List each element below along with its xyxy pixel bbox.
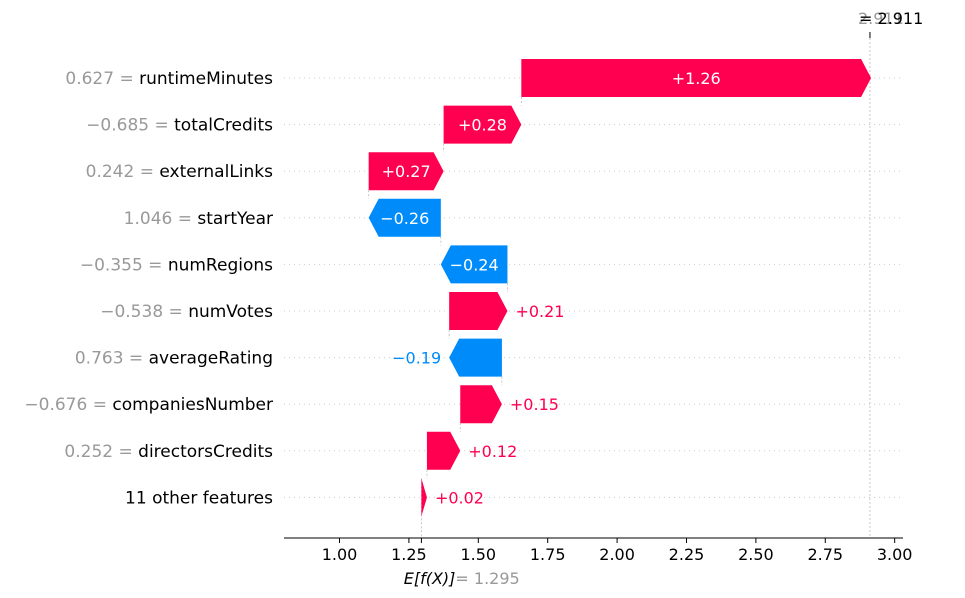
bar-positive bbox=[421, 478, 427, 517]
bar-value-label: −0.26 bbox=[380, 209, 429, 228]
feature-label: −0.676 = companiesNumber bbox=[24, 395, 273, 415]
bar-value-label: +0.28 bbox=[458, 116, 507, 135]
bar-positive bbox=[443, 105, 522, 144]
bar-value-label: +1.26 bbox=[672, 69, 721, 88]
feature-name: numRegions bbox=[168, 255, 273, 275]
x-tick-label: 1.75 bbox=[530, 545, 566, 564]
x-tick-label: 1.25 bbox=[391, 545, 427, 564]
bar-positive bbox=[460, 385, 502, 424]
bar-positive bbox=[368, 152, 444, 191]
contribution-bars: +1.26 +0.28 +0.27 −0.26 −0.24 +0.21 −0.19 +0.15… bbox=[368, 59, 872, 517]
bar-value-label: +0.15 bbox=[510, 395, 559, 414]
bar-value-label: −0.19 bbox=[392, 349, 441, 368]
feature-name: directorsCredits bbox=[138, 442, 273, 462]
feature-name: 11 other features bbox=[125, 488, 273, 508]
bar-positive bbox=[426, 431, 461, 470]
feature-name: totalCredits bbox=[174, 116, 273, 136]
feature-label: 0.242 = externalLinks bbox=[86, 162, 273, 182]
feature-labels: 0.627 = runtimeMinutes −0.685 = totalCred… bbox=[24, 69, 273, 508]
row-gridlines bbox=[284, 77, 903, 498]
feature-value: −0.538 = bbox=[100, 302, 188, 322]
x-tick-label: 2.75 bbox=[807, 545, 843, 564]
bar-value-label: +0.21 bbox=[515, 302, 564, 321]
feature-label: −0.538 = numVotes bbox=[100, 302, 273, 322]
final-value-text: 2.911 bbox=[858, 9, 904, 28]
x-tick-label: 2.25 bbox=[669, 545, 705, 564]
feature-name: externalLinks bbox=[159, 162, 273, 182]
feature-value: 0.627 = bbox=[65, 69, 139, 89]
feature-label: 0.252 = directorsCredits bbox=[64, 442, 273, 462]
feature-name: averageRating bbox=[149, 349, 273, 369]
feature-name: runtimeMinutes bbox=[139, 69, 273, 89]
x-tick-label: 1.00 bbox=[322, 545, 358, 564]
bar-value-label: +0.12 bbox=[468, 442, 517, 461]
feature-value: 1.046 = bbox=[124, 209, 198, 229]
feature-label: −0.685 = totalCredits bbox=[86, 116, 273, 136]
feature-value: 0.252 = bbox=[64, 442, 138, 462]
feature-label: 1.046 = startYear bbox=[124, 209, 273, 229]
bar-value-label: +0.27 bbox=[382, 162, 431, 181]
feature-label: 0.627 = runtimeMinutes bbox=[65, 69, 273, 89]
bar-positive bbox=[449, 292, 508, 330]
feature-value: 0.242 = bbox=[86, 162, 160, 182]
bar-connectors bbox=[368, 97, 522, 479]
feature-value: 0.763 = bbox=[75, 349, 149, 369]
feature-name: startYear bbox=[197, 209, 273, 229]
feature-label: −0.355 = numRegions bbox=[80, 255, 273, 275]
bar-negative bbox=[368, 198, 441, 237]
base-value-text: = 1.295 bbox=[455, 569, 519, 588]
bar-negative bbox=[449, 338, 502, 377]
x-tick-label: 2.50 bbox=[738, 545, 774, 564]
base-value-label: E[f(X)] bbox=[404, 569, 456, 588]
x-tick-label: 1.50 bbox=[460, 545, 496, 564]
feature-value: −0.355 = bbox=[80, 255, 168, 275]
bar-positive bbox=[521, 59, 872, 97]
bar-value-label: +0.02 bbox=[435, 488, 484, 507]
feature-value: −0.685 = bbox=[86, 116, 174, 136]
x-axis: 1.00 1.25 1.50 1.75 2.00 2.25 2.50 2.75 3.00 E[f(… bbox=[284, 537, 913, 588]
feature-value: −0.676 = bbox=[24, 395, 112, 415]
bar-value-label: −0.24 bbox=[450, 255, 499, 274]
final-value-annotation: 2.911= 2.911 bbox=[858, 9, 923, 38]
feature-label: 0.763 = averageRating bbox=[75, 349, 273, 369]
feature-name: numVotes bbox=[188, 302, 273, 322]
bar-negative bbox=[440, 245, 508, 284]
final-value-label: = 2.911 bbox=[859, 9, 923, 28]
feature-name: companiesNumber bbox=[112, 395, 273, 415]
feature-label: 11 other features bbox=[125, 488, 273, 508]
x-tick-label: 3.00 bbox=[877, 545, 913, 564]
x-tick-label: 2.00 bbox=[599, 545, 635, 564]
